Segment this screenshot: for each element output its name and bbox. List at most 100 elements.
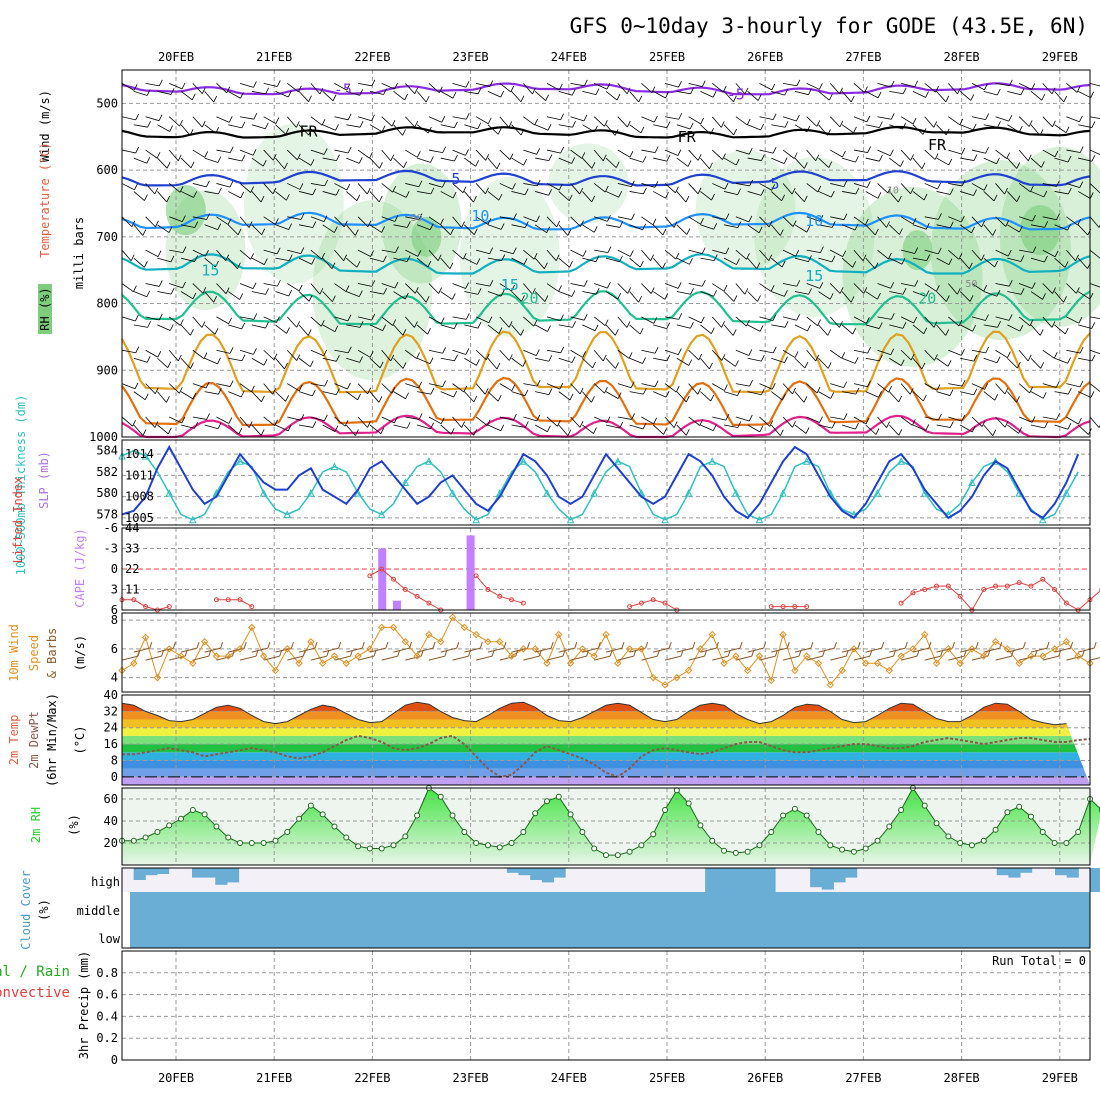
y-tick-label-right: 1005: [125, 511, 154, 525]
wind-barb: [452, 82, 467, 88]
wind-barb: [865, 357, 880, 362]
thickness-point: [732, 489, 740, 497]
wind-speed-point: [921, 630, 929, 639]
wind-barb-flag: [867, 380, 871, 387]
wind-barb: [829, 83, 840, 95]
wind-barb-flag: [571, 356, 576, 363]
wind-barb-flag: [808, 255, 812, 262]
wind-barb: [794, 291, 809, 295]
wind-barb: [464, 157, 476, 167]
wind-barb-flag: [1089, 192, 1094, 199]
wind-barb-flag: [662, 262, 666, 269]
wind-barb: [924, 383, 938, 391]
wind-barb: [475, 183, 486, 195]
wind-barb-flag: [721, 354, 726, 361]
wind-barb-flag: [678, 113, 683, 120]
wind-barb: [700, 224, 714, 230]
wind-barb-flag: [453, 322, 458, 329]
wind-barb-flag: [815, 354, 820, 362]
wind-barb-flag: [508, 121, 513, 128]
wind-barb: [841, 424, 856, 430]
wind-barb-flag: [724, 182, 729, 190]
wind-barb-flag: [297, 153, 301, 160]
fill-layer: [38, 123, 1100, 948]
wind-barb: [582, 124, 595, 133]
wind-barb: [298, 391, 313, 397]
rh-point: [650, 831, 657, 838]
li-point: [473, 573, 479, 579]
wind-barb-flag: [508, 354, 513, 361]
wind-barb: [936, 291, 947, 302]
wind-barb: [440, 191, 454, 199]
wind-barb: [310, 283, 321, 295]
wind-barb-flag: [146, 89, 151, 96]
wind-barb: [1066, 349, 1081, 354]
rh-point: [1063, 840, 1070, 846]
wind-barb-flag: [418, 180, 423, 187]
wind-barb: [558, 424, 569, 436]
wind-barb: [711, 349, 723, 361]
wind-barb: [145, 416, 156, 428]
wind-barb-flag: [735, 158, 740, 166]
wind-barb-flag: [430, 156, 434, 163]
wind-barb: [700, 90, 714, 98]
wind-barb-flag: [689, 122, 694, 130]
wind-barb-flag: [829, 93, 833, 101]
wind-barb-10m: [169, 655, 186, 661]
wind-barb-10m-flag: [692, 641, 696, 649]
wind-barb-flag: [757, 94, 762, 101]
wind-barb-flag: [524, 421, 529, 428]
wind-barb-flag: [783, 157, 788, 164]
y-tick-label: 8: [111, 613, 118, 627]
wind-barb-flag: [604, 185, 609, 193]
wind-barb-flag: [1076, 86, 1081, 93]
wind-barb: [995, 149, 1007, 159]
wind-barb: [216, 383, 231, 387]
wind-barb-flag: [626, 120, 631, 128]
wind-barb-flag: [513, 213, 517, 220]
wind-barb-flag: [154, 421, 159, 428]
wind-barb: [593, 149, 604, 162]
y-axis-label-speed: Speed: [27, 635, 41, 671]
wind-barb: [983, 391, 996, 401]
wind-speed-point: [826, 681, 835, 689]
wind-barb-flag: [273, 353, 278, 360]
wind-speed-point: [271, 666, 280, 675]
wind-barb: [145, 82, 160, 87]
wind-speed-point: [472, 630, 480, 639]
wind-barb-flag: [1016, 396, 1020, 403]
wind-barb: [971, 383, 985, 390]
wind-barb-flag: [1075, 287, 1080, 294]
wind-barb-flag: [560, 346, 565, 353]
rh-point: [331, 823, 338, 830]
wind-barb: [251, 257, 265, 265]
rh-point: [839, 846, 846, 853]
wind-barb-10m-flag: [857, 641, 861, 649]
wind-speed-point: [684, 666, 693, 675]
wind-barb-flag: [465, 113, 470, 120]
wind-barb: [782, 249, 796, 257]
thickness-point: [141, 451, 150, 460]
li-point: [426, 600, 432, 606]
wind-speed-point: [885, 666, 894, 675]
wind-barb: [275, 224, 289, 230]
wind-barb-10m-flag: [1070, 641, 1074, 649]
li-point: [520, 600, 526, 606]
wind-barb-flag: [803, 162, 808, 169]
wind-barb: [239, 216, 250, 228]
rh-point: [237, 840, 244, 846]
wind-barb: [239, 149, 254, 156]
wind-barb-flag: [996, 356, 1001, 363]
wind-barb: [523, 116, 535, 126]
wind-barb: [629, 424, 644, 430]
wind-barb: [1007, 90, 1022, 96]
wind-barb: [428, 216, 441, 225]
wind-barb-flag: [653, 115, 658, 123]
x-tick-label-bottom: 29FEB: [1042, 1071, 1078, 1085]
wind-barb: [983, 357, 998, 364]
wind-barb: [251, 424, 262, 436]
contour-label: 5: [451, 170, 460, 188]
wind-barb: [452, 116, 467, 120]
wind-barb-flag: [1029, 386, 1033, 394]
wind-barb-flag: [796, 79, 801, 86]
